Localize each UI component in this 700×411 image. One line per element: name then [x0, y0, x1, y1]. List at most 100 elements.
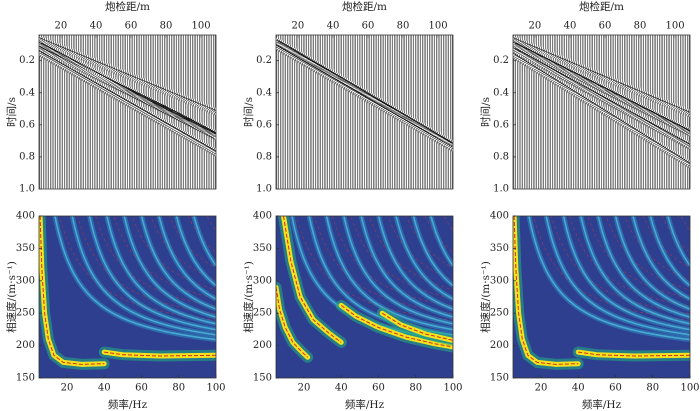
trace: [613, 35, 620, 189]
trace: [86, 35, 92, 189]
trace: [102, 35, 108, 189]
trace: [176, 35, 188, 189]
trace: [678, 35, 685, 189]
y-tick-label: 150: [16, 373, 35, 384]
trace: [632, 35, 639, 189]
trace: [188, 35, 200, 189]
trace: [680, 35, 687, 189]
x-tick-label: 40: [98, 383, 111, 394]
streak-core: [430, 216, 453, 266]
trace: [117, 35, 126, 189]
trace: [97, 35, 103, 189]
trace: [72, 35, 79, 189]
x-tick-label: 60: [135, 383, 148, 394]
trace: [174, 35, 186, 189]
trace: [674, 35, 681, 189]
trace: [386, 35, 394, 189]
trace: [644, 35, 652, 189]
trace: [657, 35, 664, 189]
trace: [400, 35, 407, 189]
trace: [587, 35, 594, 189]
y-tick-label: 0.8: [19, 151, 35, 162]
trace: [659, 35, 666, 189]
trace: [131, 35, 141, 189]
trace: [79, 35, 85, 189]
trace: [620, 35, 627, 189]
trace: [578, 35, 585, 189]
trace: [588, 35, 596, 189]
trace: [88, 35, 94, 189]
trace: [639, 35, 647, 189]
trace: [194, 35, 205, 189]
trace: [314, 35, 322, 189]
trace: [597, 35, 605, 189]
red-guide: [95, 216, 216, 307]
y-tick-label: 250: [253, 308, 272, 319]
x-tick-label: 60: [599, 21, 612, 32]
trace: [662, 35, 669, 189]
y-tick-label: 300: [490, 275, 509, 286]
streak-core: [88, 216, 216, 331]
trace: [93, 35, 99, 189]
streak-core: [649, 216, 690, 287]
trace: [277, 35, 285, 189]
trace: [162, 35, 173, 189]
trace: [592, 35, 599, 189]
streak-core: [528, 216, 690, 341]
trace: [133, 35, 143, 189]
trace: [169, 35, 181, 189]
x-tick-label: 100: [206, 383, 225, 394]
y-tick-label: 400: [16, 211, 35, 222]
streak-core: [343, 216, 453, 325]
trace: [340, 35, 348, 189]
y-tick-label: 350: [253, 243, 272, 254]
trace: [412, 35, 420, 189]
y-tick-label: 1.0: [19, 184, 35, 195]
trace: [300, 35, 308, 189]
x-axis-label: 炮检距/m: [579, 0, 624, 13]
trace: [443, 35, 449, 189]
mode-pick: [578, 351, 690, 357]
trace: [398, 35, 406, 189]
trace: [284, 35, 292, 189]
trace: [548, 35, 555, 189]
trace: [352, 35, 360, 189]
red-guide: [569, 216, 690, 307]
trace: [616, 35, 624, 189]
y-axis-label: 时间/s: [5, 97, 18, 127]
trace: [573, 35, 580, 189]
trace: [629, 35, 636, 189]
trace: [136, 35, 146, 189]
trace: [564, 35, 571, 189]
trace: [282, 35, 290, 189]
plot-area: [513, 216, 690, 378]
trace: [135, 35, 145, 189]
trace: [666, 35, 673, 189]
x-tick-label: 60: [372, 383, 385, 394]
trace: [178, 35, 190, 189]
trace: [342, 35, 350, 189]
trace: [321, 35, 329, 189]
trace: [78, 35, 84, 189]
trace: [650, 35, 657, 189]
trace: [160, 35, 172, 189]
y-axis-label: 时间/s: [242, 97, 255, 127]
trace: [382, 35, 390, 189]
trace: [164, 35, 176, 189]
y-tick-label: 0.6: [493, 119, 509, 130]
red-guide: [296, 216, 453, 321]
streak-core: [175, 216, 216, 287]
trace: [302, 35, 310, 189]
trace: [173, 35, 184, 189]
trace: [40, 35, 48, 189]
trace: [126, 35, 135, 189]
y-axis-label: 相速度/(m·s⁻¹): [479, 261, 492, 333]
trace: [42, 35, 50, 189]
x-tick-label: 80: [172, 383, 185, 394]
x-tick-label: 20: [535, 383, 548, 394]
trace: [331, 35, 339, 189]
plot-area: [276, 35, 453, 189]
frame: [512, 215, 691, 379]
trace: [106, 35, 112, 189]
trace: [560, 35, 568, 189]
